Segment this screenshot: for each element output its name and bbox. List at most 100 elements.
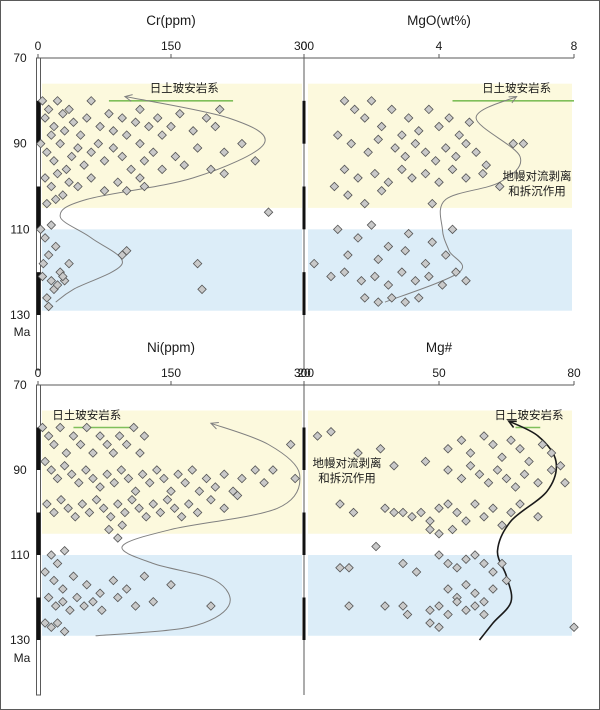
x-tick-label: 8 <box>571 39 578 53</box>
panel-title: Cr(ppm) <box>146 13 196 28</box>
data-point <box>326 426 336 437</box>
age-axis-bar <box>302 597 306 640</box>
data-point <box>82 113 92 123</box>
chart-panel: 0 150 300 70 90 110 130 Cr(ppm) 日土玻安岩系 <box>10 13 314 371</box>
data-point <box>515 499 525 509</box>
data-point <box>188 126 198 136</box>
data-point <box>479 558 489 569</box>
data-point <box>447 224 458 235</box>
data-point <box>383 280 394 290</box>
data-point <box>335 562 345 573</box>
age-axis-bar <box>36 186 41 230</box>
data-point <box>65 605 75 616</box>
data-point <box>46 622 57 633</box>
data-point <box>139 431 150 441</box>
data-point <box>127 494 137 505</box>
data-point <box>461 173 471 183</box>
data-point <box>79 160 89 170</box>
data-point <box>456 435 467 446</box>
data-point <box>380 601 390 611</box>
data-point <box>375 443 386 454</box>
data-point <box>210 121 221 132</box>
data-point <box>117 151 127 162</box>
data-point <box>206 494 216 505</box>
data-point <box>508 138 519 149</box>
data-point <box>425 605 435 616</box>
data-point <box>447 524 458 535</box>
data-point <box>40 456 50 467</box>
data-point <box>312 431 323 441</box>
data-point <box>344 562 354 573</box>
data-point <box>81 465 91 475</box>
data-point <box>501 575 512 586</box>
data-point <box>370 168 380 179</box>
age-axis-bar <box>36 512 41 555</box>
data-point <box>170 151 181 162</box>
x-tick-label: 0 <box>301 39 308 53</box>
data-point <box>66 151 77 162</box>
data-point <box>43 250 54 260</box>
data-point <box>470 588 480 599</box>
mechanism-annotation: 地幔对流剥离 <box>313 456 382 470</box>
data-point <box>157 130 167 140</box>
data-point <box>56 494 66 505</box>
data-point <box>555 460 566 471</box>
data-point <box>120 507 130 518</box>
data-point <box>470 550 480 560</box>
age-tick-label: 110 <box>10 222 29 236</box>
trend-curve <box>95 422 301 637</box>
data-point <box>166 121 176 132</box>
data-point <box>59 126 70 136</box>
data-point <box>104 524 114 535</box>
data-point <box>427 198 438 209</box>
trend-curve <box>55 96 266 303</box>
data-point <box>49 507 59 518</box>
data-point <box>479 596 489 607</box>
x-tick-label: 4 <box>436 39 443 53</box>
data-point <box>130 117 141 128</box>
data-point <box>424 104 434 115</box>
series-label: 日土玻安岩系 <box>495 408 564 422</box>
data-point <box>479 431 489 441</box>
data-point <box>464 117 475 128</box>
data-point <box>560 477 570 488</box>
data-point <box>68 117 79 128</box>
data-point <box>58 108 68 119</box>
data-point <box>407 173 417 183</box>
data-point <box>420 168 431 179</box>
data-point <box>75 439 86 450</box>
data-point <box>148 596 159 607</box>
data-point <box>461 516 471 526</box>
data-point <box>332 224 343 235</box>
data-point <box>46 220 57 230</box>
data-point <box>59 460 70 471</box>
series-label: 日土玻安岩系 <box>150 81 219 95</box>
data-point <box>366 220 377 230</box>
data-point <box>49 156 59 166</box>
data-point <box>144 477 155 488</box>
age-tick-label: 70 <box>13 51 27 65</box>
data-point <box>86 147 96 157</box>
data-point <box>37 422 48 433</box>
data-point <box>43 592 54 603</box>
data-point <box>176 511 187 522</box>
data-point <box>95 482 105 492</box>
data-point <box>155 507 166 518</box>
data-point <box>95 431 105 441</box>
x-tick-label: 0 <box>35 366 42 380</box>
data-point <box>533 511 543 522</box>
data-point <box>61 448 72 458</box>
data-point <box>403 228 414 239</box>
age-axis-bar <box>302 512 306 555</box>
data-point <box>82 579 92 590</box>
data-point <box>285 439 296 450</box>
data-point <box>40 113 50 123</box>
data-point <box>108 126 119 136</box>
data-point <box>359 113 370 123</box>
panel-title: Mg# <box>426 340 453 355</box>
data-point <box>134 503 144 514</box>
data-point <box>46 550 57 560</box>
data-point <box>452 507 462 518</box>
data-point <box>121 439 132 450</box>
age-tick-label: 90 <box>13 463 27 477</box>
